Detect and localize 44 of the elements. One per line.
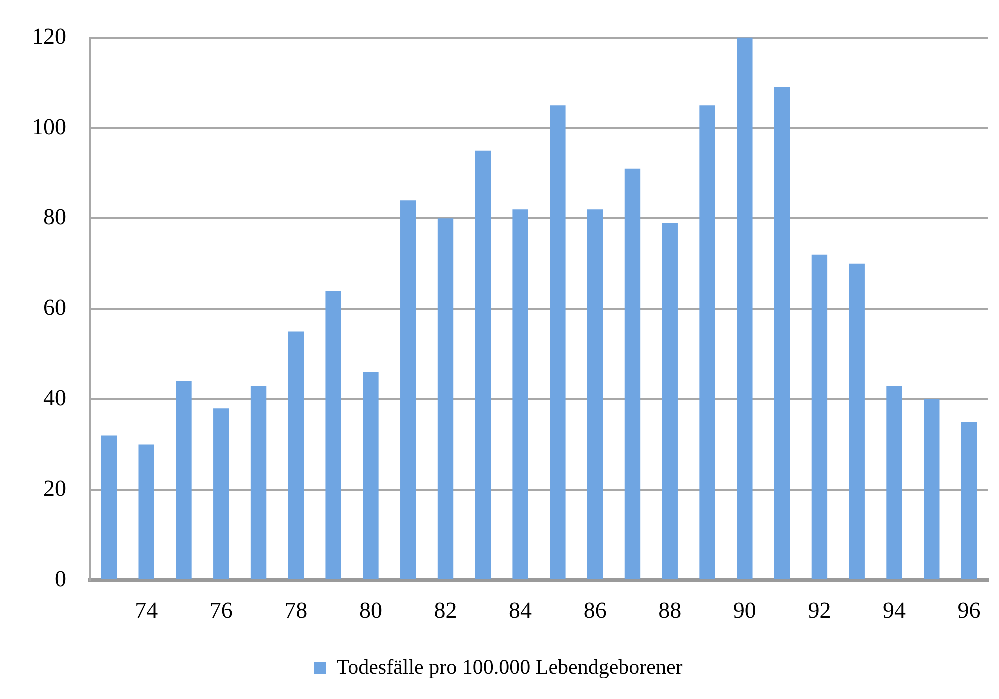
- bar: [624, 168, 641, 580]
- y-tick-label: 0: [55, 566, 66, 592]
- bar: [587, 210, 604, 580]
- y-tick-label: 120: [32, 24, 66, 49]
- bar: [438, 218, 454, 580]
- x-tick-label: 94: [883, 598, 906, 624]
- legend-label: Todesfälle pro 100.000 Lebendgeborener: [336, 655, 683, 680]
- bar: [849, 264, 865, 580]
- bar: [288, 332, 304, 580]
- bar: [214, 408, 230, 580]
- bar: [176, 381, 192, 580]
- bar: [475, 150, 492, 580]
- bar: [550, 106, 566, 580]
- bar: [662, 223, 678, 580]
- x-tick-label: 82: [434, 598, 458, 624]
- y-tick-label: 40: [44, 386, 66, 411]
- x-tick-label: 80: [359, 598, 382, 624]
- bar: [886, 386, 902, 580]
- x-tick-label: 90: [733, 598, 756, 624]
- bar: [924, 400, 940, 580]
- x-tick-label: 88: [658, 598, 682, 624]
- x-tick-label: 74: [135, 598, 159, 624]
- x-tick-label: 78: [284, 598, 308, 624]
- bar: [400, 200, 416, 580]
- bar: [363, 372, 379, 580]
- x-tick-label: 96: [958, 598, 981, 624]
- bar: [512, 210, 528, 580]
- bar: [101, 436, 118, 580]
- y-tick-label: 80: [44, 204, 66, 230]
- bar: [737, 38, 753, 580]
- x-tick-label: 86: [584, 598, 607, 624]
- bar: [961, 422, 978, 580]
- bar: [812, 254, 828, 580]
- y-tick-label: 100: [32, 114, 66, 140]
- bar: [138, 444, 154, 580]
- x-tick-label: 76: [210, 598, 233, 624]
- x-tick-label: 92: [808, 598, 832, 624]
- bar: [326, 291, 342, 580]
- bar: [250, 386, 267, 580]
- x-tick-label: 84: [509, 598, 533, 624]
- bar: [700, 106, 716, 580]
- y-tick-label: 60: [44, 295, 66, 320]
- bar: [774, 88, 790, 580]
- y-tick-label: 20: [44, 476, 66, 502]
